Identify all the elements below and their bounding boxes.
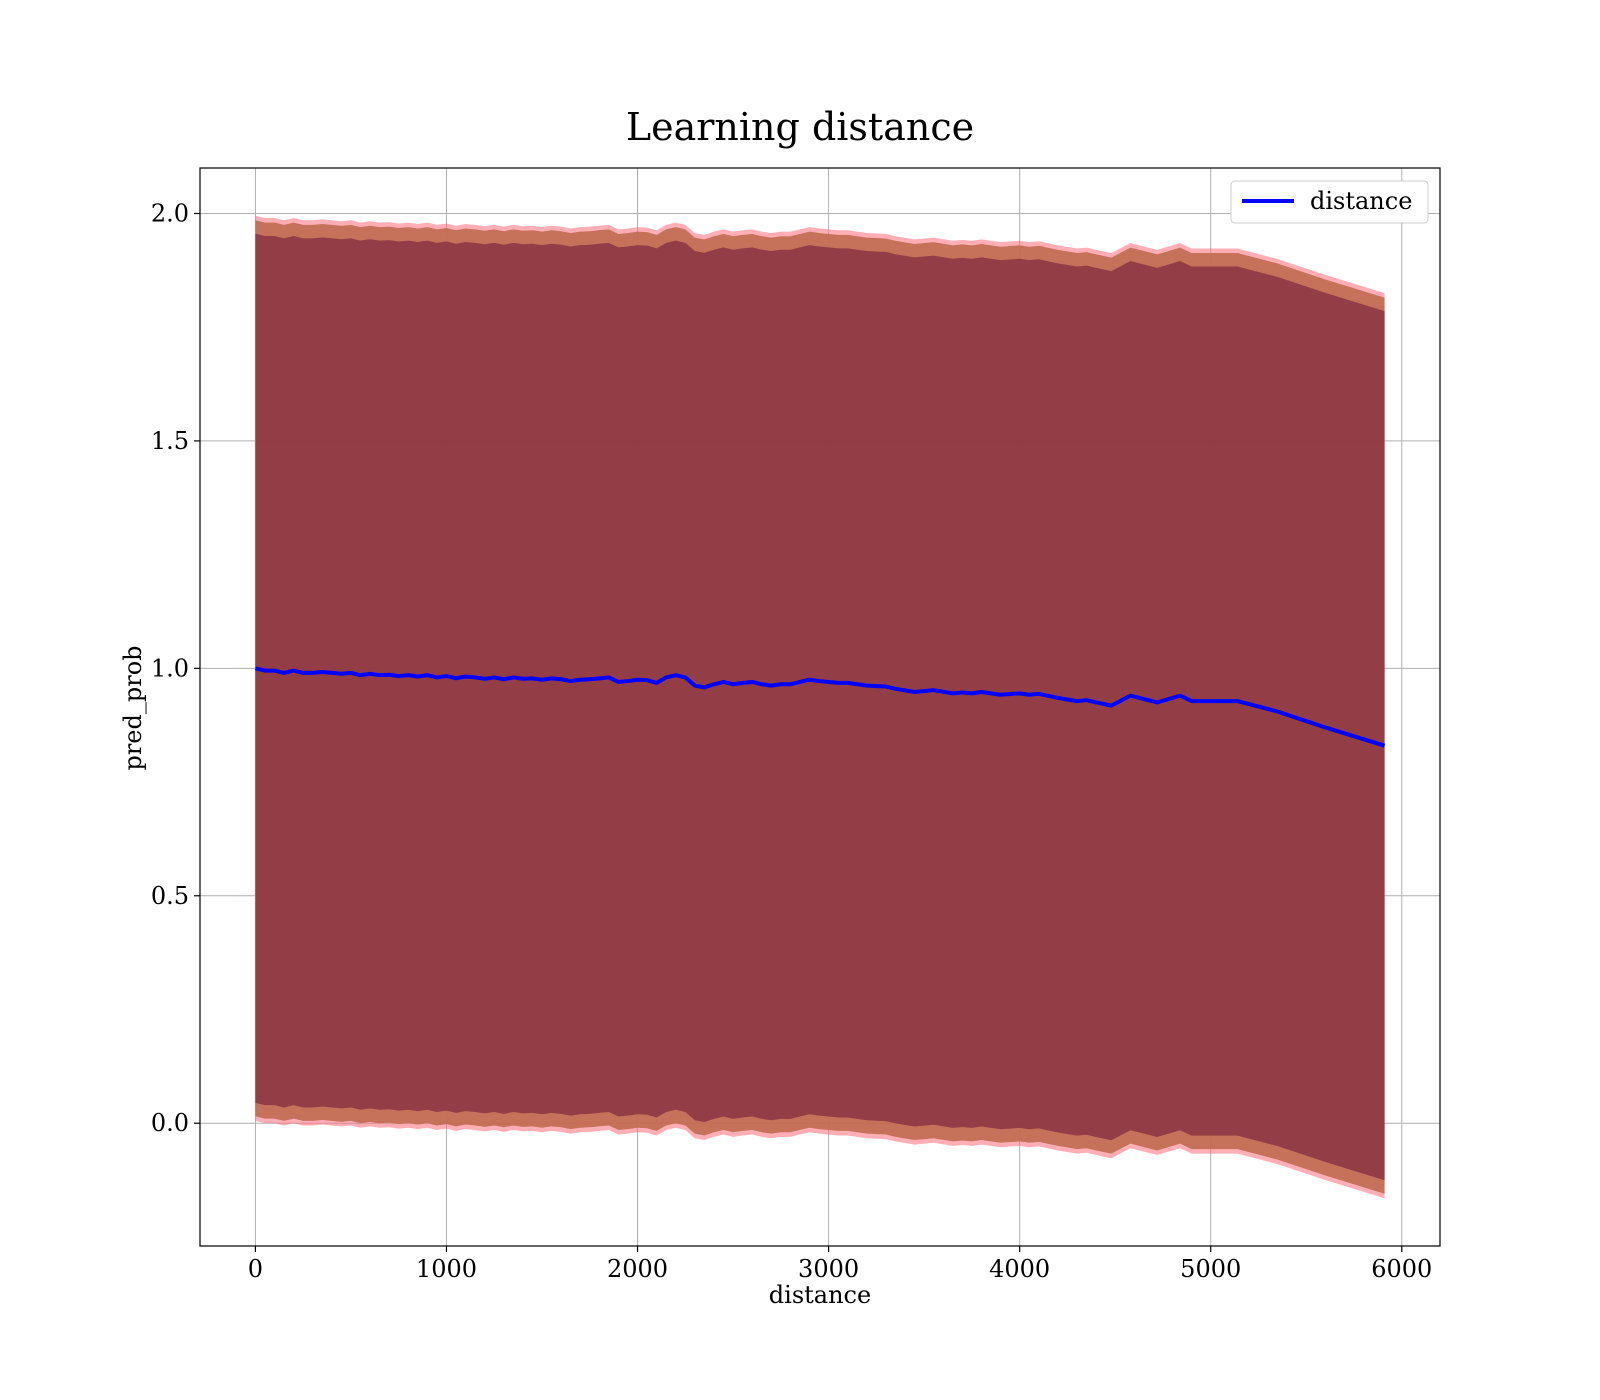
legend-label-distance: distance bbox=[1310, 187, 1412, 215]
x-tick-label: 5000 bbox=[1180, 1255, 1241, 1283]
x-axis-label: distance bbox=[769, 1281, 871, 1309]
y-tick-label: 0.5 bbox=[151, 882, 189, 910]
y-axis-label: pred_prob bbox=[119, 645, 147, 770]
x-axis-ticks: 0 1000 2000 3000 4000 5000 6000 bbox=[248, 1246, 1432, 1283]
y-tick-label: 1.5 bbox=[151, 427, 189, 455]
confidence-band bbox=[255, 215, 1385, 1199]
x-tick-label: 6000 bbox=[1371, 1255, 1432, 1283]
band-inner bbox=[255, 233, 1385, 1181]
legend-box bbox=[1230, 180, 1429, 224]
x-tick-label: 4000 bbox=[989, 1255, 1050, 1283]
x-tick-label: 1000 bbox=[416, 1255, 477, 1283]
y-axis-ticks: 0.0 0.5 1.0 1.5 2.0 bbox=[151, 199, 200, 1137]
y-tick-label: 0.0 bbox=[151, 1109, 189, 1137]
series-line-distance bbox=[254, 666, 1386, 748]
series-lines bbox=[254, 666, 1386, 748]
chart-title: Learning distance bbox=[626, 105, 974, 149]
plot-area-frame bbox=[199, 167, 1441, 1247]
x-tick-label: 3000 bbox=[798, 1255, 859, 1283]
y-tick-label: 1.0 bbox=[151, 654, 189, 682]
x-tick-label: 0 bbox=[248, 1255, 263, 1283]
x-tick-label: 2000 bbox=[607, 1255, 668, 1283]
y-tick-label: 2.0 bbox=[151, 199, 189, 227]
legend: distance bbox=[1230, 180, 1429, 224]
